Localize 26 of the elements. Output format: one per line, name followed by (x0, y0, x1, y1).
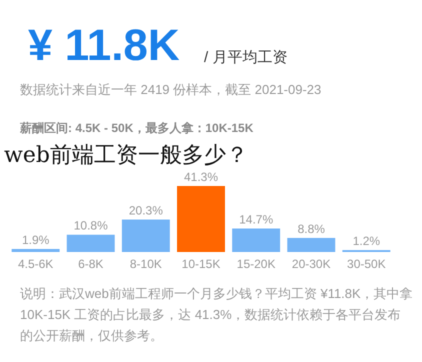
data-label: 1.2% (352, 234, 380, 248)
bar (122, 220, 170, 252)
text: 说明：武汉web前端工程师一个月多少钱？平均工资 ¥11.8K，其中拿 10K-15K 工资的占比最多，达 41.3%，数据统计依赖于各平台发布的公开薪酬，仅供参考。 (20, 286, 413, 343)
bar (177, 186, 225, 252)
bar (66, 234, 115, 252)
x-tick-label: 10-15K (182, 257, 220, 271)
text: / 月平均工资 (204, 49, 288, 66)
chart-title: web前端工资一般多少？ (4, 143, 248, 168)
text: 数据统计来自近一年 2419 份样本，截至 2021-09-23 (20, 82, 322, 97)
x-tick-label: 8-10K (130, 257, 162, 271)
x-tick-label: 4.5-6K (18, 257, 54, 271)
data-label: 41.3% (184, 170, 218, 184)
data-label: 14.7% (239, 212, 274, 227)
text: ¥ 11.8K (28, 21, 180, 70)
x-tick-label: 6-8K (78, 257, 104, 271)
data-label: 1.9% (22, 232, 50, 247)
bar (287, 238, 336, 252)
x-tick-label: 30-50K (347, 257, 386, 271)
data-label: 10.8% (74, 218, 108, 233)
x-tick-label: 20-30K (292, 257, 331, 271)
text: 薪酬区间: 4.5K - 50K，最多人拿：10K-15K (19, 121, 254, 135)
x-tick-label: 15-20K (236, 257, 276, 271)
bar (12, 248, 60, 252)
bar (232, 228, 280, 252)
data-label: 8.8% (298, 222, 326, 236)
data-label: 20.3% (128, 204, 164, 218)
